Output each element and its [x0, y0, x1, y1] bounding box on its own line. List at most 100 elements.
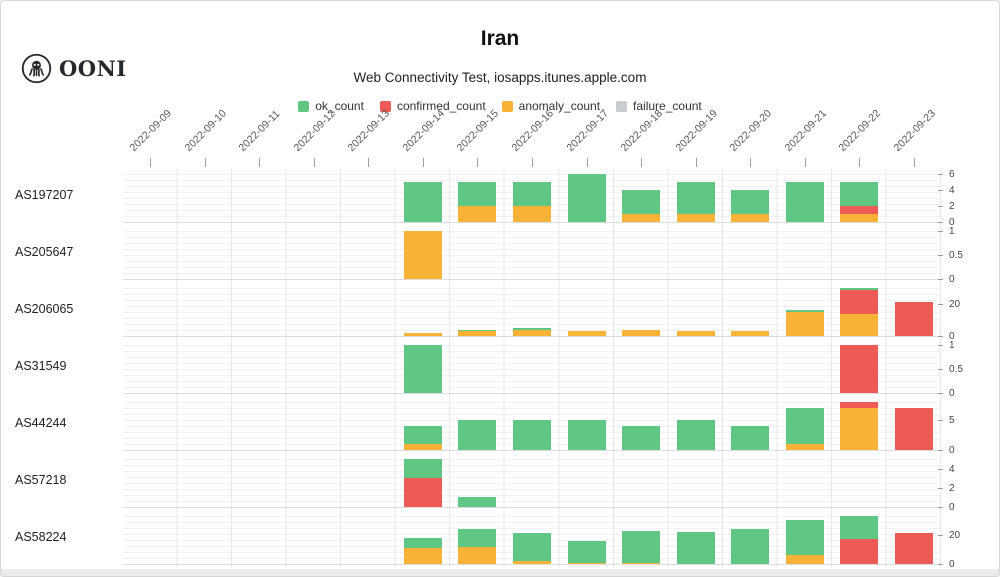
bar-segment-confirmed_count[interactable]: [403, 478, 442, 507]
bar-segment-confirmed_count[interactable]: [840, 402, 879, 408]
legend: ok_count confirmed_count anomaly_count fail…: [1, 99, 999, 113]
x-axis-label: 2022-09-17: [564, 107, 611, 154]
bar-segment-anomaly_count[interactable]: [403, 548, 442, 564]
facet-label: AS44244: [15, 416, 67, 430]
x-axis-tick: [313, 158, 315, 167]
bar-segment-ok_count[interactable]: [622, 530, 661, 563]
bar-segment-anomaly_count[interactable]: [785, 555, 824, 564]
bar-segment-ok_count[interactable]: [731, 190, 770, 214]
bar-segment-anomaly_count[interactable]: [840, 313, 879, 336]
bar-segment-anomaly_count[interactable]: [785, 312, 824, 336]
x-axis-label: 2022-09-22: [836, 107, 884, 154]
bar-segment-anomaly_count[interactable]: [513, 561, 551, 564]
bar-segment-anomaly_count[interactable]: [458, 206, 497, 222]
bar-segment-confirmed_count[interactable]: [840, 206, 879, 214]
bar-segment-ok_count[interactable]: [840, 516, 879, 540]
bar-segment-anomaly_count[interactable]: [403, 332, 442, 336]
facet-baseline: [123, 450, 941, 451]
bar-segment-ok_count[interactable]: [458, 182, 497, 206]
y-axis-tick: [938, 393, 943, 394]
bar-segment-confirmed_count[interactable]: [840, 539, 879, 564]
bar-segment-ok_count[interactable]: [513, 182, 551, 206]
x-axis-tick: [586, 158, 588, 167]
bar-segment-ok_count[interactable]: [458, 497, 497, 507]
bar-segment-anomaly_count[interactable]: [403, 231, 442, 279]
y-axis-tick-label: 6: [949, 169, 955, 180]
x-axis-tick: [368, 158, 370, 167]
bar-segment-ok_count[interactable]: [567, 174, 606, 222]
y-axis-tick: [938, 174, 943, 175]
bar-segment-anomaly_count[interactable]: [622, 214, 661, 222]
bar-segment-anomaly_count[interactable]: [676, 331, 715, 336]
bar-segment-ok_count[interactable]: [622, 190, 661, 214]
bar-segment-anomaly_count[interactable]: [513, 206, 551, 222]
bar-segment-anomaly_count[interactable]: [622, 562, 661, 564]
bar-segment-ok_count[interactable]: [567, 420, 606, 450]
legend-swatch-confirmed_count: [379, 100, 391, 112]
bar-segment-confirmed_count[interactable]: [840, 345, 879, 393]
y-axis-tick-label: 0: [949, 388, 955, 399]
bar-segment-confirmed_count[interactable]: [894, 533, 933, 564]
bar-segment-ok_count[interactable]: [785, 182, 824, 222]
bar-segment-ok_count[interactable]: [458, 329, 497, 332]
bar-segment-confirmed_count[interactable]: [840, 289, 879, 314]
bar-segment-ok_count[interactable]: [403, 459, 442, 479]
bar-segment-ok_count[interactable]: [513, 533, 551, 562]
bar-segment-ok_count[interactable]: [840, 182, 879, 206]
y-axis-tick: [938, 255, 943, 256]
bar-segment-anomaly_count[interactable]: [785, 444, 824, 450]
y-axis-tick-label: 0: [949, 331, 955, 342]
bar-segment-anomaly_count[interactable]: [513, 329, 551, 336]
x-axis-label: 2022-09-20: [727, 107, 775, 154]
bar-segment-anomaly_count[interactable]: [840, 214, 879, 222]
bar-segment-ok_count[interactable]: [403, 537, 442, 548]
x-axis-tick: [477, 158, 479, 167]
legend-swatch-anomaly_count: [501, 100, 513, 112]
x-axis-tick: [859, 158, 861, 167]
bar-segment-ok_count[interactable]: [676, 532, 715, 564]
legend-label: confirmed_count: [396, 99, 486, 113]
bar-segment-ok_count[interactable]: [676, 420, 715, 450]
x-axis-label: 2022-09-13: [345, 107, 393, 154]
bar-segment-ok_count[interactable]: [785, 520, 824, 556]
bar-segment-ok_count[interactable]: [513, 420, 551, 450]
bar-segment-ok_count[interactable]: [458, 529, 497, 547]
bar-segment-ok_count[interactable]: [785, 408, 824, 444]
y-axis-tick-label: 0: [949, 559, 955, 570]
bar-segment-ok_count[interactable]: [403, 426, 442, 444]
y-axis-tick: [938, 369, 943, 370]
x-axis-label: 2022-09-21: [782, 107, 829, 154]
bar-segment-confirmed_count[interactable]: [894, 302, 933, 336]
bar-segment-anomaly_count[interactable]: [840, 408, 879, 450]
bar-segment-ok_count[interactable]: [676, 182, 715, 214]
bar-segment-ok_count[interactable]: [731, 529, 770, 564]
facet-baseline: [123, 336, 941, 337]
y-axis-tick: [938, 450, 943, 451]
bar-segment-anomaly_count[interactable]: [622, 329, 661, 336]
bar-segment-anomaly_count[interactable]: [731, 331, 770, 336]
bar-segment-anomaly_count[interactable]: [731, 214, 770, 222]
bar-segment-anomaly_count[interactable]: [567, 331, 606, 336]
bar-segment-ok_count[interactable]: [458, 420, 497, 450]
bar-segment-ok_count[interactable]: [622, 426, 661, 450]
bar-segment-anomaly_count[interactable]: [458, 331, 497, 336]
legend-item-failure_count: failure_count: [616, 99, 702, 113]
facet-label: AS31549: [15, 359, 67, 373]
facet-row: [123, 169, 941, 226]
y-axis-tick-label: 0: [949, 445, 955, 456]
bar-segment-anomaly_count[interactable]: [403, 444, 442, 450]
bar-segment-ok_count[interactable]: [403, 345, 442, 393]
facet-label: AS57218: [15, 473, 67, 487]
bar-segment-anomaly_count[interactable]: [567, 562, 606, 564]
bar-segment-ok_count[interactable]: [840, 288, 879, 290]
bar-segment-ok_count[interactable]: [403, 182, 442, 222]
bar-segment-anomaly_count[interactable]: [676, 214, 715, 222]
bar-segment-ok_count[interactable]: [731, 426, 770, 450]
bar-segment-confirmed_count[interactable]: [894, 408, 933, 450]
bar-segment-ok_count[interactable]: [567, 540, 606, 563]
bar-segment-anomaly_count[interactable]: [458, 546, 497, 564]
bar-segment-ok_count[interactable]: [513, 328, 551, 330]
bar-segment-ok_count[interactable]: [785, 310, 824, 312]
